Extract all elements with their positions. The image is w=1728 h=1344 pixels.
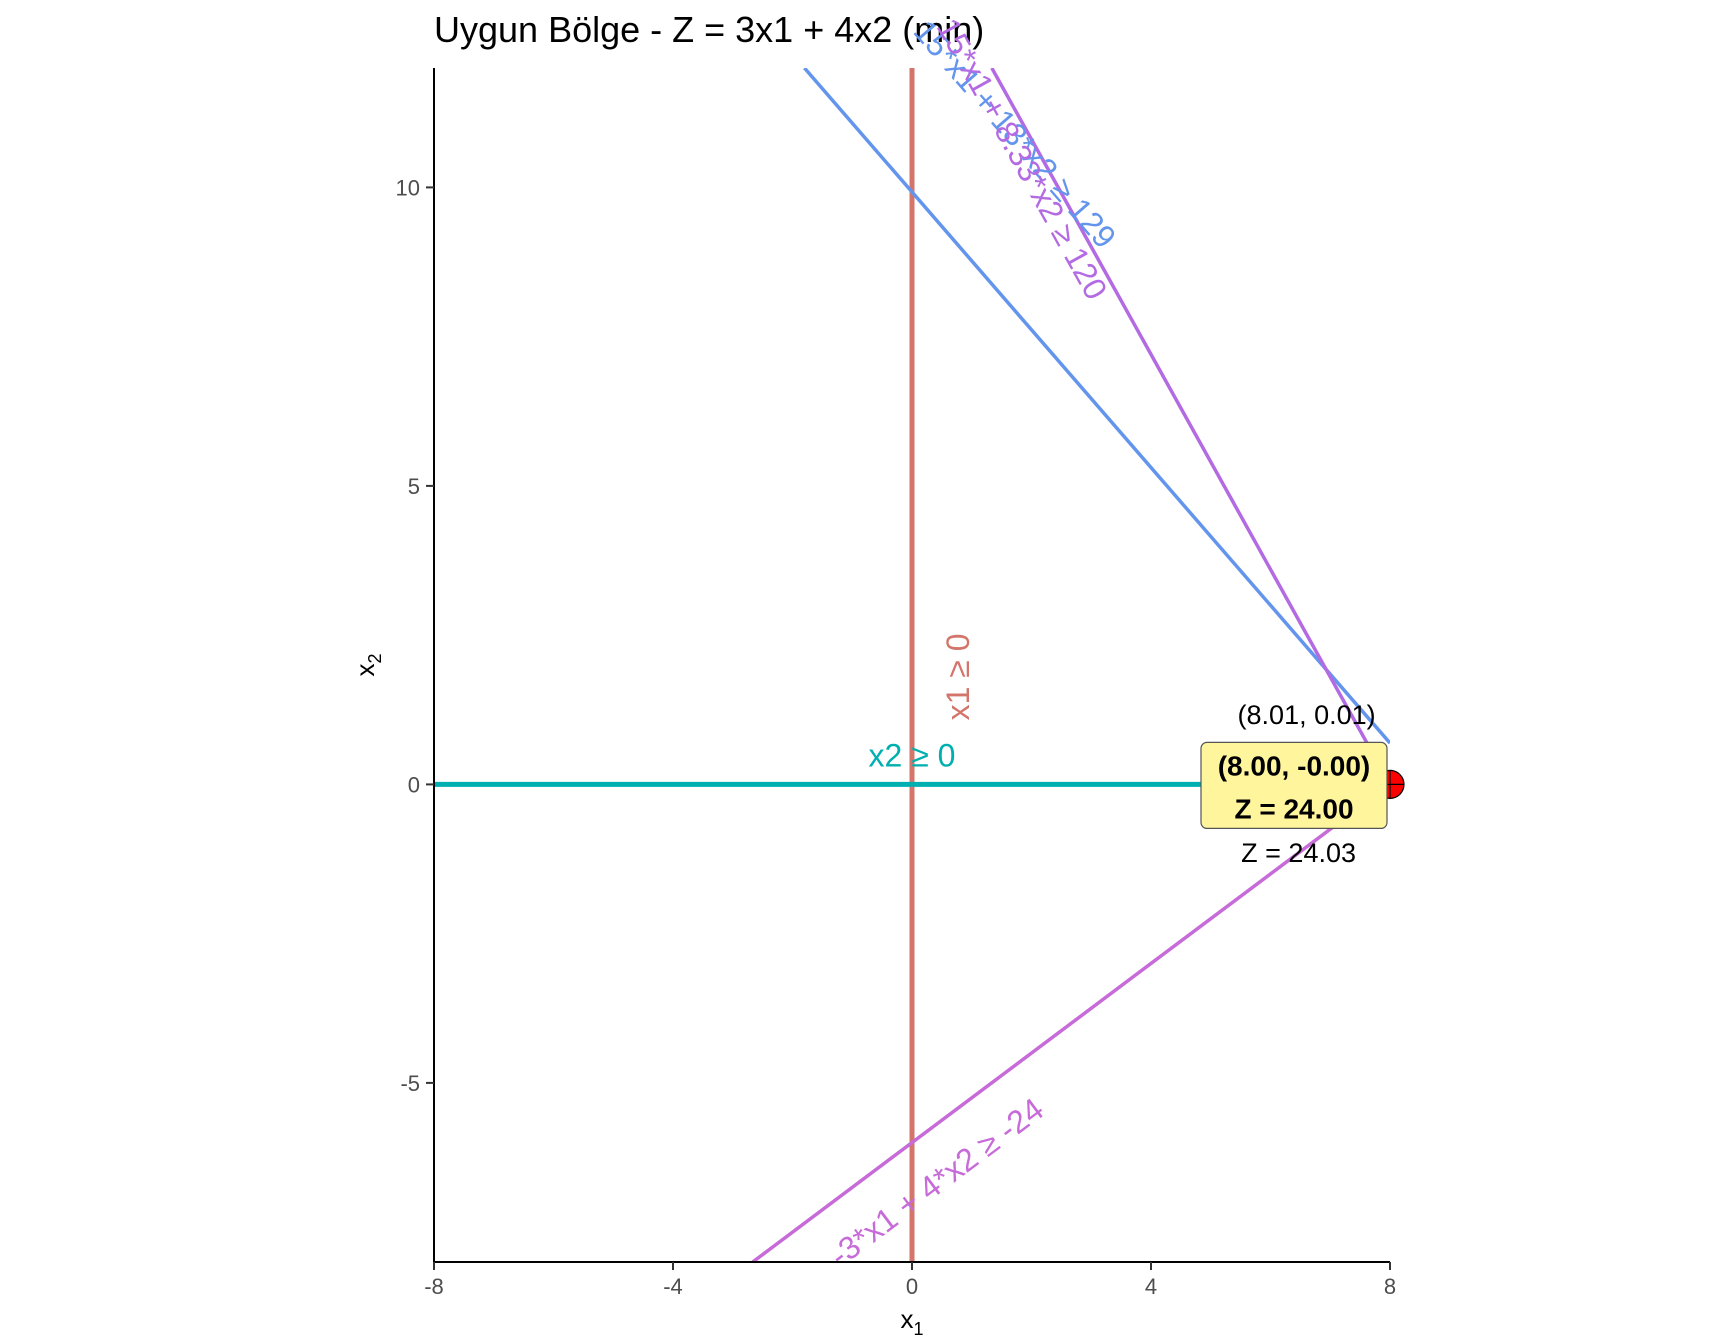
x-tick-label: -8 [424, 1274, 444, 1299]
optimal-label-box [1200, 741, 1388, 830]
x-tick-label: 8 [1384, 1274, 1396, 1299]
optimal-z-label: Z = 24.00 [1234, 793, 1353, 824]
point-annotations: (8.01, 0.01) Z = 24.03 (8.00, -0.00) Z = 24… [1200, 700, 1388, 868]
constraint-line [803, 68, 1390, 745]
x-axis-title-sub: 1 [913, 1319, 923, 1339]
constraint-label: x1 ≥ 0 [940, 633, 976, 720]
x-tick-label: -4 [663, 1274, 683, 1299]
y-tick-label: 0 [408, 772, 420, 797]
y-axis-ticks: -5 0 5 10 [396, 175, 434, 1096]
constraint-line [990, 68, 1390, 786]
x-axis-title: x1 [900, 1304, 923, 1339]
y-axis-title: x2 [350, 653, 385, 676]
point-z-label: Z = 24.03 [1241, 838, 1356, 868]
x-tick-label: 0 [906, 1274, 918, 1299]
y-axis-title-sub: 2 [365, 653, 385, 663]
y-tick-label: 5 [408, 474, 420, 499]
constraint-label: 15*x1 + 8.33*x2 ≥ 120 [930, 12, 1115, 305]
constraint-lines [434, 68, 1390, 1262]
optimal-coord-label: (8.00, -0.00) [1218, 750, 1371, 781]
chart-title: Uygun Bölge - Z = 3x1 + 4x2 (min) [434, 9, 984, 50]
point-coord-label: (8.01, 0.01) [1238, 700, 1376, 730]
x-axis-ticks: -8 -4 0 4 8 [424, 1262, 1396, 1299]
y-tick-label: -5 [400, 1071, 420, 1096]
x-tick-label: 4 [1145, 1274, 1157, 1299]
constraint-line [751, 782, 1390, 1262]
constraint-label: x2 ≥ 0 [869, 737, 956, 773]
y-tick-label: 10 [396, 175, 420, 200]
